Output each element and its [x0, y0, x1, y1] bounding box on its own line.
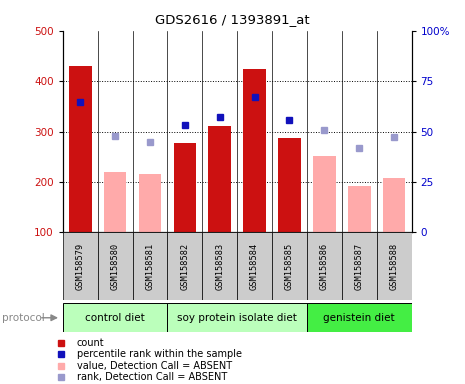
Bar — [348, 186, 371, 232]
Bar — [377, 232, 412, 300]
Bar — [342, 232, 377, 300]
Bar — [272, 232, 307, 300]
Text: GSM158583: GSM158583 — [215, 242, 224, 290]
Text: protocol: protocol — [2, 313, 45, 323]
Text: GDS2616 / 1393891_at: GDS2616 / 1393891_at — [155, 13, 310, 26]
Text: count: count — [77, 338, 104, 348]
Text: GSM158580: GSM158580 — [111, 242, 120, 290]
Bar — [139, 174, 161, 232]
Text: GSM158584: GSM158584 — [250, 242, 259, 290]
Bar — [307, 232, 342, 300]
Text: value, Detection Call = ABSENT: value, Detection Call = ABSENT — [77, 361, 232, 371]
Text: GSM158586: GSM158586 — [320, 242, 329, 290]
Bar — [173, 142, 196, 232]
Bar — [202, 232, 237, 300]
Text: GSM158581: GSM158581 — [146, 242, 154, 290]
Text: soy protein isolate diet: soy protein isolate diet — [177, 313, 297, 323]
Bar — [69, 66, 92, 232]
Bar — [63, 232, 98, 300]
Bar — [383, 179, 405, 232]
Text: GSM158582: GSM158582 — [180, 242, 189, 290]
Text: GSM158585: GSM158585 — [285, 242, 294, 290]
Bar — [208, 126, 231, 232]
Text: GSM158587: GSM158587 — [355, 242, 364, 290]
Bar — [63, 303, 167, 332]
Text: percentile rank within the sample: percentile rank within the sample — [77, 349, 242, 359]
Bar — [98, 232, 133, 300]
Text: rank, Detection Call = ABSENT: rank, Detection Call = ABSENT — [77, 372, 227, 382]
Bar — [104, 172, 126, 232]
Bar — [133, 232, 167, 300]
Text: control diet: control diet — [85, 313, 145, 323]
Bar — [243, 68, 266, 232]
Bar — [307, 303, 412, 332]
Bar — [167, 303, 307, 332]
Bar — [237, 232, 272, 300]
Bar — [313, 156, 336, 232]
Text: genistein diet: genistein diet — [323, 313, 395, 323]
Text: GSM158579: GSM158579 — [76, 242, 85, 290]
Bar — [167, 232, 202, 300]
Bar — [278, 137, 301, 232]
Text: GSM158588: GSM158588 — [390, 242, 399, 290]
